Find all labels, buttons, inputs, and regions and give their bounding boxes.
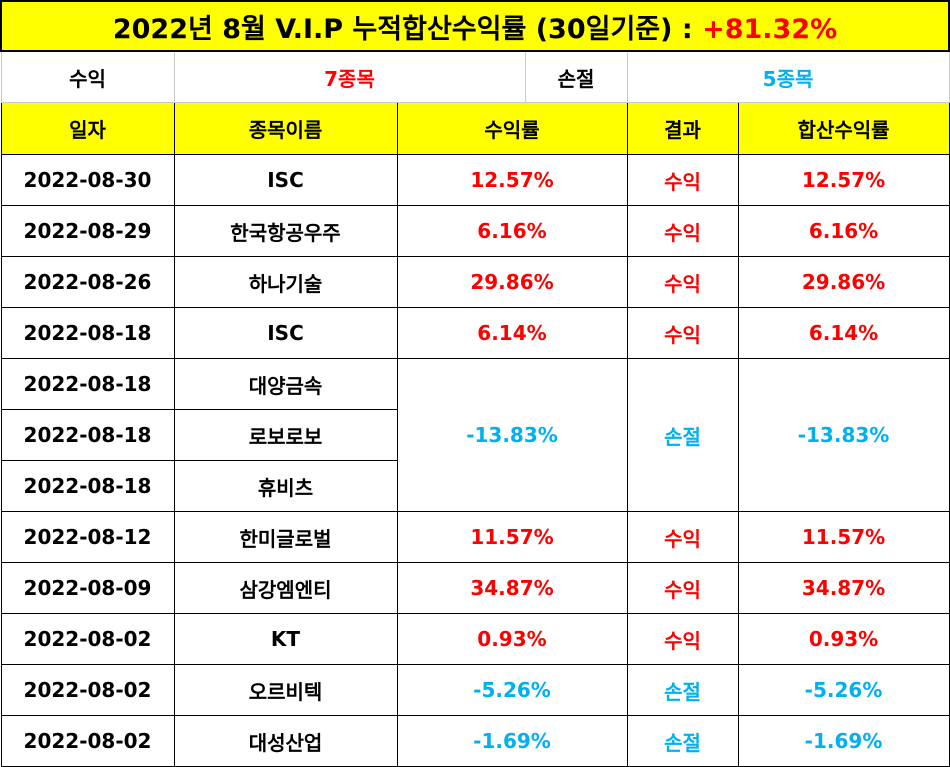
summary-row: 수익 7종목 손절 5종목 xyxy=(0,50,950,103)
stock-name-cell: 휴비츠 xyxy=(173,460,398,512)
result-cell: 손절 xyxy=(626,358,739,512)
stock-name-cell: 대성산업 xyxy=(173,715,398,767)
return-cell: -5.26% xyxy=(396,664,628,716)
table-row: 2022-08-18 ISC 6.14% 수익 6.14% xyxy=(0,307,950,359)
stock-name-cell: 로보로보 xyxy=(173,409,398,461)
return-cell: 0.93% xyxy=(396,613,628,665)
loss-count: 5종목 xyxy=(626,50,950,103)
return-cell: 12.57% xyxy=(396,154,628,206)
table-row: 2022-08-02 KT 0.93% 수익 0.93% xyxy=(0,613,950,665)
total-return-cell: 12.57% xyxy=(737,154,950,206)
date-cell: 2022-08-09 xyxy=(0,562,175,614)
table-row: 2022-08-02 오르비텍 -5.26% 손절 -5.26% xyxy=(0,664,950,716)
table-row: 2022-08-12 한미글로벌 11.57% 수익 11.57% xyxy=(0,511,950,563)
total-return-cell: 29.86% xyxy=(737,256,950,308)
title-text: 2022년 8월 V.I.P 누적합산수익률 (30일기준) : xyxy=(112,13,703,45)
table-row: 2022-08-09 삼강엠엔티 34.87% 수익 34.87% xyxy=(0,562,950,614)
result-cell: 손절 xyxy=(626,664,739,716)
date-cell: 2022-08-18 xyxy=(0,307,175,359)
return-cell: 6.16% xyxy=(396,205,628,257)
return-cell: -13.83% xyxy=(396,358,628,512)
header-total-return: 합산수익률 xyxy=(737,102,950,155)
date-cell: 2022-08-18 xyxy=(0,358,175,410)
total-return-cell: 6.14% xyxy=(737,307,950,359)
result-cell: 손절 xyxy=(626,715,739,767)
result-cell: 수익 xyxy=(626,562,739,614)
stock-name-cell: ISC xyxy=(173,154,398,206)
stock-name-cell: 대양금속 xyxy=(173,358,398,410)
loss-label: 손절 xyxy=(524,50,628,103)
result-cell: 수익 xyxy=(626,256,739,308)
stock-name-cell: 한국항공우주 xyxy=(173,205,398,257)
table-row: 2022-08-18 로보로보 xyxy=(0,409,949,461)
return-cell: -1.69% xyxy=(396,715,628,767)
total-return-cell: 11.57% xyxy=(737,511,950,563)
return-cell: 29.86% xyxy=(396,256,628,308)
date-cell: 2022-08-30 xyxy=(0,154,175,206)
date-cell: 2022-08-18 xyxy=(0,409,175,461)
result-cell: 수익 xyxy=(626,511,739,563)
return-cell: 11.57% xyxy=(396,511,628,563)
total-return-cell: -5.26% xyxy=(737,664,950,716)
header-return: 수익률 xyxy=(396,102,628,155)
date-cell: 2022-08-02 xyxy=(0,664,175,716)
total-return-cell: 0.93% xyxy=(737,613,950,665)
table-row: 2022-08-26 하나기술 29.86% 수익 29.86% xyxy=(0,256,950,308)
gain-count: 7종목 xyxy=(173,50,526,103)
table-row: 2022-08-29 한국항공우주 6.16% 수익 6.16% xyxy=(0,205,950,257)
result-cell: 수익 xyxy=(626,154,739,206)
result-cell: 수익 xyxy=(626,205,739,257)
date-cell: 2022-08-02 xyxy=(0,613,175,665)
table-row: 2022-08-30 ISC 12.57% 수익 12.57% xyxy=(0,154,950,206)
header-date: 일자 xyxy=(0,102,175,155)
return-cell: 34.87% xyxy=(396,562,628,614)
header-result: 결과 xyxy=(626,102,739,155)
date-cell: 2022-08-26 xyxy=(0,256,175,308)
total-return-cell: 34.87% xyxy=(737,562,950,614)
table-row: 2022-08-18 대양금속 -13.83% 손절 -13.83% xyxy=(0,358,950,512)
table-row: 2022-08-02 대성산업 -1.69% 손절 -1.69% xyxy=(0,715,950,767)
date-cell: 2022-08-12 xyxy=(0,511,175,563)
stock-name-cell: KT xyxy=(173,613,398,665)
header-row: 일자 종목이름 수익률 결과 합산수익률 xyxy=(0,102,950,155)
result-cell: 수익 xyxy=(626,307,739,359)
gain-label: 수익 xyxy=(0,50,175,103)
return-cell: 6.14% xyxy=(396,307,628,359)
title-row: 2022년 8월 V.I.P 누적합산수익률 (30일기준) : +81.32% xyxy=(0,0,950,52)
date-cell: 2022-08-02 xyxy=(0,715,175,767)
stock-name-cell: 한미글로벌 xyxy=(173,511,398,563)
date-cell: 2022-08-29 xyxy=(0,205,175,257)
stock-name-cell: ISC xyxy=(173,307,398,359)
stock-name-cell: 삼강엠엔티 xyxy=(173,562,398,614)
total-return-cell: 6.16% xyxy=(737,205,950,257)
total-return-cell: -1.69% xyxy=(737,715,950,767)
header-name: 종목이름 xyxy=(173,102,398,155)
date-cell: 2022-08-18 xyxy=(0,460,175,512)
result-cell: 수익 xyxy=(626,613,739,665)
total-return-cell: -13.83% xyxy=(737,358,950,512)
total-return-value: +81.32% xyxy=(702,13,838,45)
page-title: 2022년 8월 V.I.P 누적합산수익률 (30일기준) : +81.32% xyxy=(0,0,950,52)
stock-name-cell: 오르비텍 xyxy=(173,664,398,716)
stock-name-cell: 하나기술 xyxy=(173,256,398,308)
